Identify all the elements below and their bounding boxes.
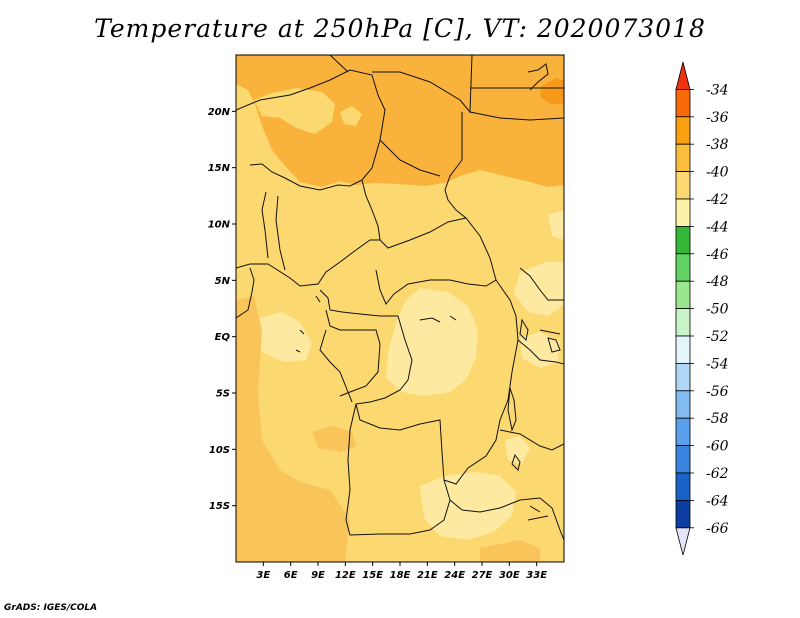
colorbar-swatch	[675, 89, 691, 118]
contour-fill-42-patch	[386, 288, 478, 396]
colorbar-label: -34	[706, 82, 729, 98]
colorbar-label: -52	[706, 329, 729, 345]
lon-tick-label: 27E	[472, 570, 493, 581]
colorbar-swatch	[675, 390, 691, 419]
contour-fill-42-patch	[548, 210, 564, 240]
lon-tick-label: 6E	[284, 570, 298, 581]
colorbar-label: -58	[706, 411, 729, 427]
colorbar-swatch	[675, 280, 691, 310]
contour-fill-40-patch	[340, 106, 362, 126]
colorbar-bottom-arrow	[675, 527, 691, 556]
temperature-field	[236, 55, 564, 562]
contour-fill-40-patch	[312, 426, 356, 452]
colorbar-swatch	[675, 171, 691, 200]
lat-tick-label: 5N	[215, 276, 231, 287]
lon-tick-label: 15E	[362, 570, 383, 581]
colorbar-label: -46	[706, 247, 729, 263]
colorbar-label: -36	[706, 110, 729, 126]
lakes	[295, 63, 561, 521]
colorbar-swatch	[675, 225, 691, 255]
colorbar-label: -64	[706, 493, 729, 509]
colorbar-label: -40	[706, 165, 729, 181]
colorbar-swatch	[675, 253, 691, 282]
lon-tick-label: 21E	[417, 570, 438, 581]
credit-label: GrADS: IGES/COLA	[4, 603, 98, 613]
colorbar: -34 -36 -38 -40 -42 -44 -46 -48 -50 -52 -54 -56 -58 -…	[675, 61, 729, 556]
country-borders	[236, 55, 564, 541]
lat-tick-label: 20N	[208, 107, 231, 118]
colorbar-swatch	[675, 445, 691, 474]
colorbar-label: -56	[706, 384, 729, 400]
colorbar-swatch	[675, 472, 691, 501]
lon-tick-label: 33E	[526, 570, 547, 581]
colorbar-label: -62	[706, 466, 729, 482]
colorbar-label: -44	[706, 219, 729, 235]
colorbar-swatch	[675, 362, 691, 392]
contour-fill-42-patch	[505, 436, 530, 464]
contour-fill-42-patch	[520, 332, 560, 368]
longitude-axis: 3E 6E 9E 12E 15E 18E 21E 24E 27E 30E 33E	[256, 562, 547, 581]
map-title: Temperature at 250hPa [C], VT: 202007301…	[94, 14, 706, 43]
colorbar-label: -42	[706, 192, 729, 208]
lon-tick-label: 9E	[311, 570, 325, 581]
latitude-axis: 20N 15N 10N 5N EQ 5S 10S 15S	[208, 107, 236, 512]
colorbar-swatch	[675, 335, 691, 364]
contour-fill-40-patch	[254, 88, 335, 134]
colorbar-label: -66	[706, 521, 729, 537]
lon-tick-label: 24E	[444, 570, 465, 581]
lat-tick-label: EQ	[215, 332, 231, 343]
lat-tick-label: 10S	[209, 445, 230, 456]
colorbar-top-arrow	[675, 61, 691, 90]
lat-tick-label: 10N	[208, 220, 231, 231]
colorbar-swatch	[675, 198, 691, 227]
contour-fill-36-patch	[540, 78, 564, 104]
colorbar-label: -48	[706, 274, 729, 290]
lon-tick-label: 3E	[256, 570, 270, 581]
colorbar-label: -54	[706, 356, 729, 372]
lat-tick-label: 5S	[216, 389, 230, 400]
contour-fill-40-patch	[480, 540, 540, 562]
colorbar-label: -50	[706, 302, 729, 318]
colorbar-swatch	[675, 417, 691, 447]
colorbar-label: -38	[706, 137, 729, 153]
lon-tick-label: 18E	[390, 570, 411, 581]
lon-tick-label: 12E	[335, 570, 356, 581]
lat-tick-label: 15S	[209, 501, 230, 512]
colorbar-swatch	[675, 116, 691, 145]
colorbar-swatch	[675, 143, 691, 172]
lon-tick-label: 30E	[499, 570, 520, 581]
colorbar-label: -60	[706, 439, 729, 455]
contour-fill-40-patch	[236, 296, 350, 562]
colorbar-swatch	[675, 499, 691, 529]
colorbar-swatch	[675, 308, 691, 337]
contour-fill-42-patch	[420, 472, 516, 540]
contour-fill-42-patch	[250, 312, 312, 362]
lat-tick-label: 15N	[208, 163, 231, 174]
